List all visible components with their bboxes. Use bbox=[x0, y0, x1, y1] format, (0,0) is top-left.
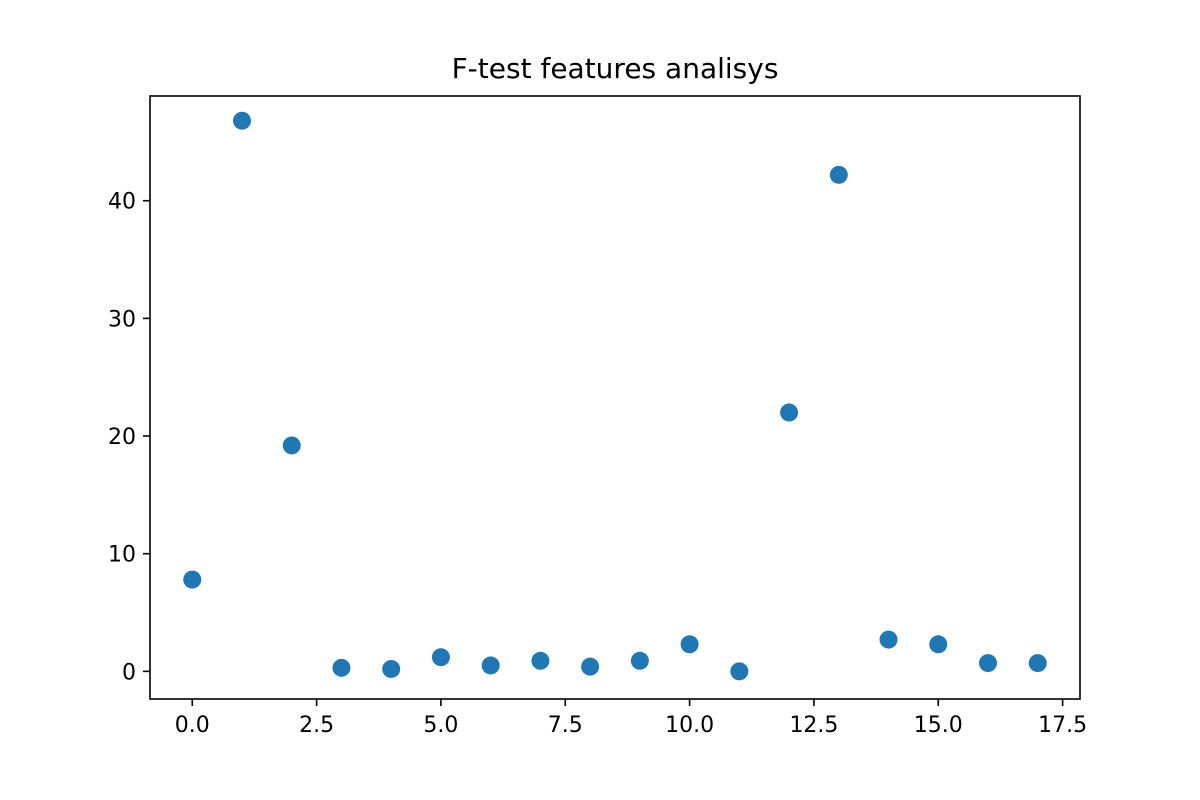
scatter-point bbox=[531, 651, 550, 670]
y-tick-label: 10 bbox=[108, 543, 136, 568]
x-tick-label: 15.0 bbox=[914, 713, 963, 738]
scatter-point bbox=[431, 648, 450, 667]
x-tick-label: 7.5 bbox=[548, 713, 583, 738]
y-tick-label: 30 bbox=[108, 307, 136, 332]
scatter-point bbox=[829, 165, 848, 184]
scatter-point bbox=[978, 654, 997, 673]
scatter-point bbox=[183, 570, 202, 589]
scatter-point bbox=[382, 659, 401, 678]
scatter-point bbox=[233, 111, 252, 130]
x-tick-label: 5.0 bbox=[423, 713, 458, 738]
scatter-point bbox=[630, 651, 649, 670]
x-tick-label: 17.5 bbox=[1038, 713, 1087, 738]
plot-area: 0.0 2.5 5.0 7.5 10.0 12.5 15.0 17.5 0 10 20 30 40 bbox=[108, 95, 1087, 738]
scatter-point bbox=[282, 436, 301, 455]
x-tick-label: 0.0 bbox=[175, 713, 210, 738]
scatter-point bbox=[780, 403, 799, 422]
x-tick-label: 2.5 bbox=[299, 713, 334, 738]
scatter-point bbox=[680, 635, 699, 654]
scatter-point bbox=[1028, 654, 1047, 673]
scatter-point bbox=[929, 635, 948, 654]
axes-frame bbox=[149, 95, 1081, 700]
scatter-point bbox=[879, 630, 898, 649]
x-tick-label: 12.5 bbox=[789, 713, 838, 738]
y-tick-label: 0 bbox=[122, 660, 136, 685]
y-tick-label: 40 bbox=[108, 190, 136, 215]
x-tick-label: 10.0 bbox=[665, 713, 714, 738]
y-tick-label: 20 bbox=[108, 425, 136, 450]
scatter-point bbox=[581, 657, 600, 676]
chart-title: F-test features analisys bbox=[452, 52, 779, 85]
scatter-point bbox=[332, 658, 351, 677]
scatter-point bbox=[481, 656, 500, 675]
scatter-point bbox=[730, 662, 749, 681]
